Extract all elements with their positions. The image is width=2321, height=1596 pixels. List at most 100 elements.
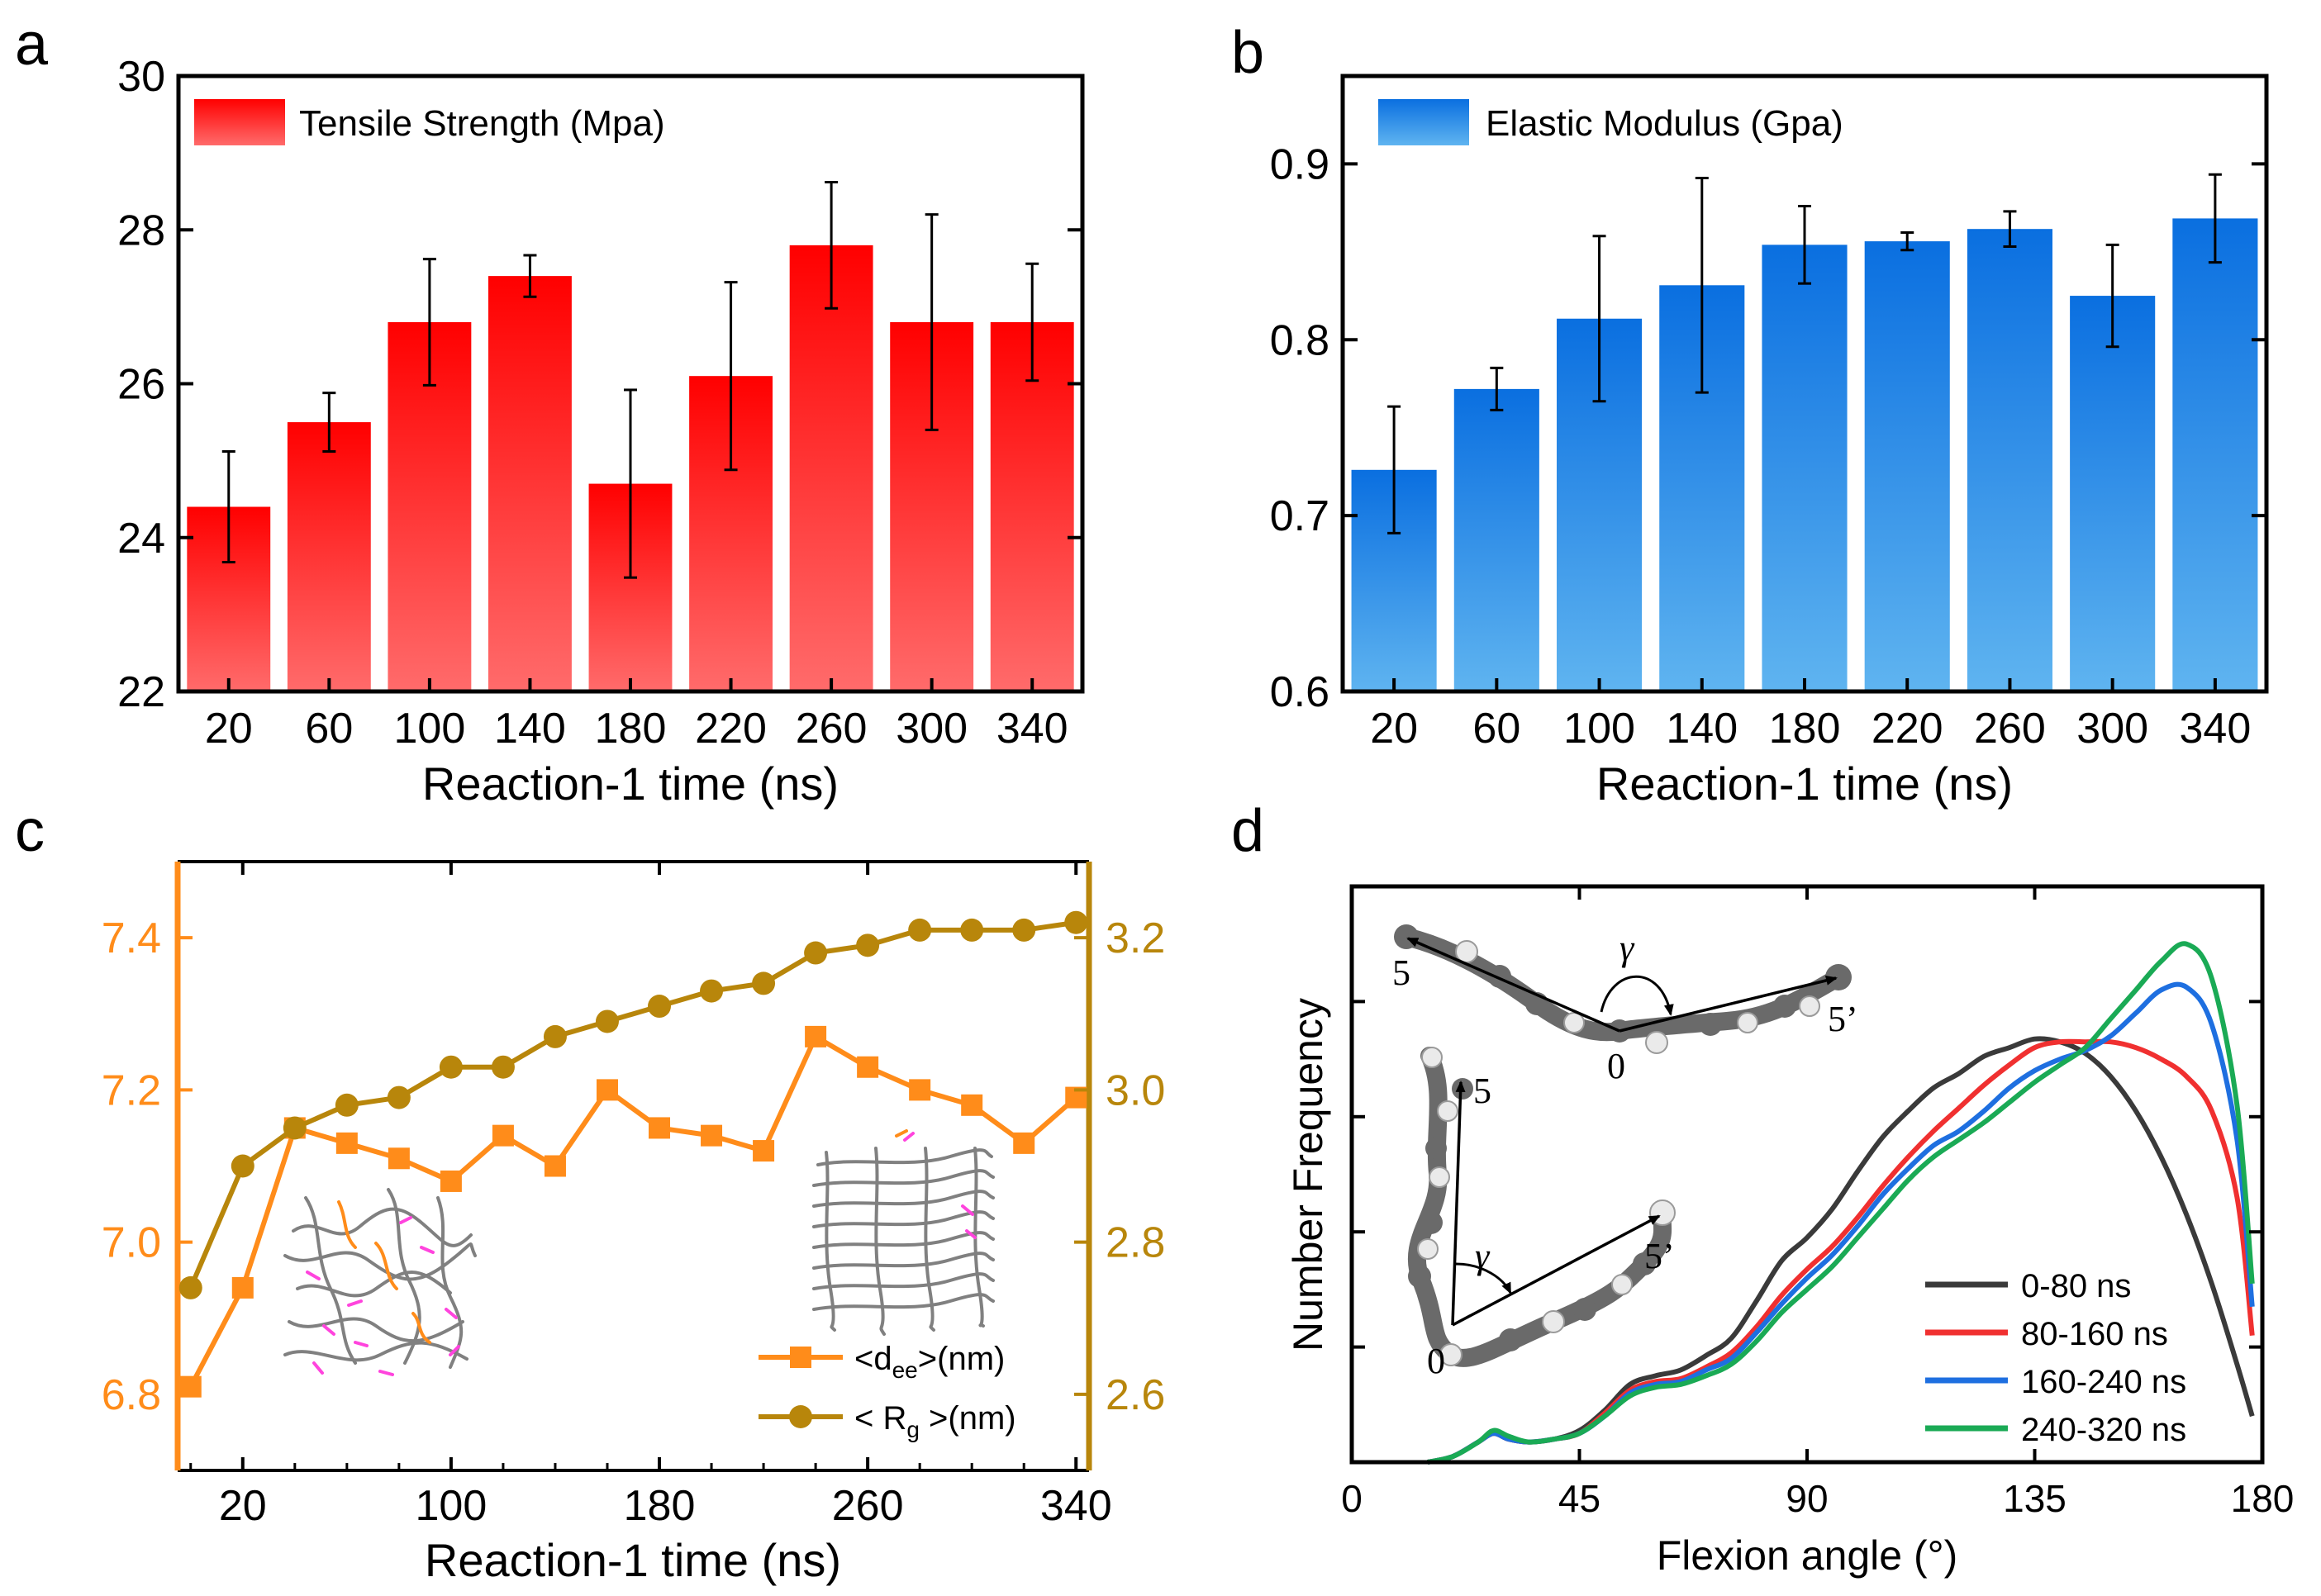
bar-b-300 [2070, 296, 2156, 691]
inset-top-label-0: 0 [1607, 1046, 1625, 1086]
left-tick-label-6.8: 6.8 [102, 1371, 161, 1419]
error-bars-a [221, 181, 1039, 579]
y-ticks-b: 0.6 0.7 0.8 0.9 [1270, 140, 2266, 716]
panel-label-a: a [15, 12, 49, 78]
legend-d: 0-80 ns 80-160 ns 160-240 ns 240-320 ns [1925, 1268, 2186, 1448]
panel-label-c: c [15, 798, 45, 864]
right-ticks-c: 2.6 2.8 3.0 3.2 [1074, 914, 1165, 1419]
axis-ticks-d: 0 45 90 135 180 [1341, 886, 2294, 1520]
x-tick-label-45: 45 [1558, 1477, 1600, 1520]
error-bar-b-340 [2208, 173, 2222, 264]
error-bar-a-60 [322, 392, 336, 453]
legend-a: Tensile Strength (Mpa) [194, 99, 665, 145]
bar-b-180 [1762, 245, 1848, 691]
legend-label-80-160-ns: 80-160 ns [2021, 1316, 2168, 1352]
left-tick-label-7.2: 7.2 [102, 1066, 161, 1114]
inset-top-label-5: 5 [1392, 952, 1410, 993]
bar-b-220 [1864, 241, 1950, 692]
panel-c-line-chart: 6.8 7.0 7.2 7.4 2.6 2.8 3.0 3.2 20 100 180 260 340… [102, 860, 1165, 1586]
x-tick-label-0: 0 [1341, 1477, 1363, 1520]
bar-series-b [1351, 218, 2258, 692]
y-tick-label-0.6: 0.6 [1270, 668, 1329, 716]
data-point [491, 1055, 515, 1079]
x-tick-label-300: 300 [2076, 705, 2148, 753]
y-tick-label-30: 30 [117, 53, 165, 101]
right-tick-label-2.6: 2.6 [1106, 1371, 1165, 1419]
y-tick-label-24: 24 [117, 515, 165, 563]
legend-label-a: Tensile Strength (Mpa) [299, 103, 665, 144]
legend-label-rg: < Rg >(nm) [854, 1400, 1016, 1442]
left-ticks-c: 6.8 7.0 7.2 7.4 [102, 914, 193, 1419]
error-bar-a-340 [1025, 262, 1039, 382]
series-lines-c [178, 910, 1088, 1398]
legend-swatch-a [194, 99, 285, 145]
series-line [188, 919, 1077, 1290]
error-bar-a-100 [422, 258, 436, 387]
x-axis-title-b: Reaction-1 time (ns) [1596, 758, 2013, 810]
data-point [909, 1079, 931, 1101]
inset-top-label-gamma: γ [1619, 928, 1635, 968]
x-tick-label-60: 60 [1472, 705, 1520, 753]
x-tick-label-340: 340 [2180, 705, 2252, 753]
curve-240-320-ns [1427, 941, 2255, 1465]
data-point [231, 1154, 254, 1178]
error-bar-a-300 [925, 213, 939, 431]
bar-b-340 [2172, 218, 2258, 691]
y-tick-label-26: 26 [117, 361, 165, 409]
x-tick-label-135: 135 [2003, 1477, 2067, 1520]
panel-b-modulus-chart: 0.6 0.7 0.8 0.9 20 60 100 140 180 220 260 300 340 E… [1270, 74, 2269, 810]
x-tick-label-100: 100 [1563, 705, 1635, 753]
data-point [700, 979, 724, 1003]
panel-a-tensile-chart: 22 24 26 28 30 20 60 100 140 180 220 260 300 340 Ten… [117, 53, 1085, 810]
left-tick-label-7.0: 7.0 [102, 1219, 161, 1267]
bar-a-340 [990, 322, 1074, 691]
data-point [805, 1025, 827, 1047]
x-tick-label-20: 20 [219, 1482, 267, 1530]
inset-bottom-label-0: 0 [1427, 1341, 1445, 1381]
data-point [492, 1124, 514, 1147]
legend-swatch-b [1378, 99, 1469, 145]
y-tick-label-28: 28 [117, 207, 165, 254]
y-axis-title-d: Number Frequency [1285, 998, 1331, 1351]
inset-bottom-label-5: 5 [1473, 1071, 1491, 1111]
y-tick-label-22: 22 [117, 668, 165, 716]
x-tick-label-260: 260 [832, 1482, 904, 1530]
error-bar-a-20 [221, 449, 235, 564]
data-point [753, 1140, 775, 1162]
data-point [178, 1275, 202, 1299]
data-point [335, 1093, 359, 1117]
bar-a-60 [287, 422, 371, 691]
data-point [908, 918, 932, 942]
x-tick-label-340: 340 [1040, 1482, 1112, 1530]
error-bars-b [1387, 173, 2222, 534]
y-ticks-a: 22 24 26 28 30 [117, 53, 1082, 716]
legend-label-b: Elastic Modulus (Gpa) [1486, 103, 1843, 144]
y-tick-label-0.9: 0.9 [1270, 140, 1329, 188]
data-point [1064, 910, 1088, 934]
error-bar-a-140 [523, 254, 537, 298]
error-bar-b-140 [1695, 176, 1709, 394]
x-tick-label-180: 180 [595, 705, 667, 753]
data-point [752, 971, 776, 995]
data-point [543, 1024, 567, 1048]
x-tick-label-340: 340 [996, 705, 1068, 753]
bar-b-60 [1453, 388, 1539, 691]
bar-a-260 [789, 245, 873, 691]
bar-series-a [187, 245, 1074, 691]
error-bar-b-180 [1798, 205, 1811, 285]
x-tick-label-140: 140 [1666, 705, 1738, 753]
inset-top-label-5prime: 5’ [1828, 999, 1858, 1039]
x-tick-label-180: 180 [2231, 1477, 2295, 1520]
error-bar-b-260 [2003, 210, 2017, 248]
data-point [231, 1276, 254, 1299]
x-tick-label-180: 180 [624, 1482, 696, 1530]
right-tick-label-3.0: 3.0 [1106, 1066, 1165, 1114]
x-tick-label-220: 220 [1872, 705, 1943, 753]
x-ticks-b: 20 60 100 140 180 220 260 300 340 [1370, 678, 2251, 753]
data-point [1012, 918, 1036, 942]
data-point [544, 1155, 566, 1177]
y-tick-label-0.8: 0.8 [1270, 316, 1329, 364]
data-point [439, 1055, 463, 1079]
x-tick-label-90: 90 [1786, 1477, 1828, 1520]
